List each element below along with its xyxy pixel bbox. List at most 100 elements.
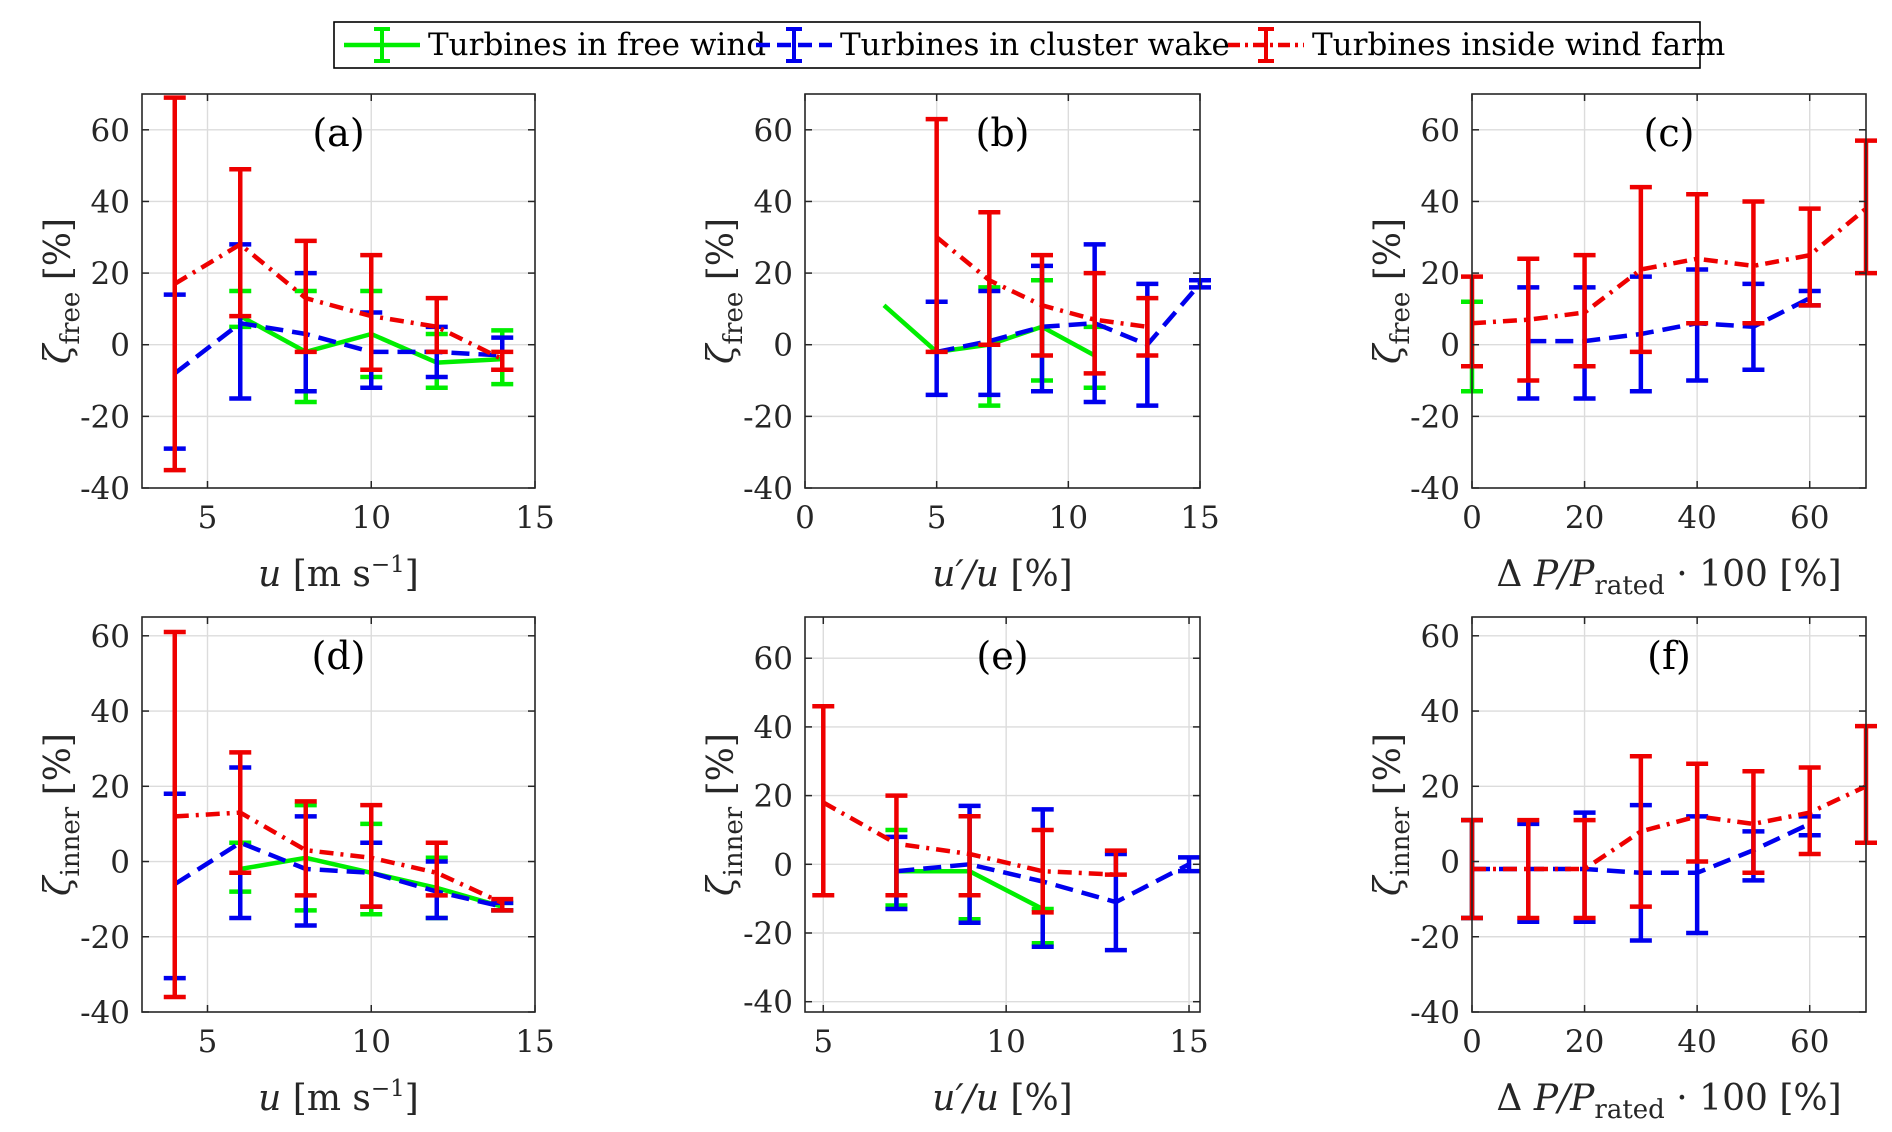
x-tick-label: 10: [986, 1024, 1025, 1060]
legend-entry: Turbines in cluster wake: [756, 27, 1230, 63]
series-line: [1528, 296, 1811, 344]
y-tick-label: 60: [754, 113, 793, 149]
axes-frame: [1471, 93, 1867, 489]
x-axis-label: u [m s−1]: [258, 1076, 419, 1119]
x-tick-label: 60: [1790, 1024, 1829, 1060]
y-tick-label: -40: [743, 985, 793, 1021]
series-line: [173, 242, 504, 362]
y-tick-label: 20: [754, 779, 793, 815]
x-label-ratio: P/P: [1533, 554, 1595, 595]
series-turbines-inside-wind-farm: [163, 629, 514, 1000]
x-label-subscript: rated: [1594, 1095, 1664, 1125]
legend-entry: Turbines inside wind farm: [1228, 27, 1725, 63]
y-label-unit: [%]: [701, 733, 742, 807]
x-label-symbol: u: [258, 554, 281, 595]
y-tick-label: 60: [91, 619, 130, 655]
legend-label: Turbines in cluster wake: [840, 27, 1230, 63]
y-label-subscript: inner: [719, 806, 749, 876]
y-tick-label: 60: [1421, 619, 1460, 655]
series-line: [173, 320, 503, 376]
y-tick-label: -40: [80, 995, 130, 1031]
x-tick-label: 60: [1790, 500, 1829, 536]
y-tick-label: -40: [80, 471, 130, 507]
y-tick-label: 0: [1440, 845, 1460, 881]
x-tick-label: 5: [927, 500, 947, 536]
series-line: [1472, 784, 1867, 872]
y-label-unit: [%]: [1368, 733, 1409, 807]
series-line: [174, 810, 504, 905]
x-tick-label: 5: [198, 1024, 218, 1060]
panel-label: (a): [312, 111, 364, 155]
y-label-unit: [%]: [38, 733, 79, 807]
x-tick-label: 15: [515, 500, 554, 536]
x-label-bracket: ]: [405, 554, 419, 595]
y-tick-label: 60: [1421, 113, 1460, 149]
y-label-symbol: ζ: [38, 874, 79, 896]
plot-area: [805, 94, 1200, 488]
x-axis-label: u′/u [%]: [932, 554, 1072, 595]
y-tick-label: 40: [1421, 694, 1460, 730]
x-tick-label: 10: [352, 1024, 391, 1060]
y-label-unit: [%]: [1368, 218, 1409, 292]
panel-label: (d): [312, 634, 366, 678]
y-tick-label: 20: [1421, 769, 1460, 805]
x-label-subscript: rated: [1594, 571, 1664, 601]
y-label-subscript: inner: [56, 806, 86, 876]
panel-f: 0 20 40 60 -40 -20 0 20 40 60 (f) ζinner [%] Δ P/Pra…: [1368, 616, 1877, 1125]
y-axis-label: ζfree [%]: [701, 218, 749, 364]
y-label-symbol: ζ: [1368, 342, 1409, 364]
y-tick-label: -40: [743, 471, 793, 507]
y-label-subscript: free: [1386, 292, 1416, 345]
x-label-unit: [%]: [999, 554, 1073, 595]
legend: Turbines in free wind Turbines in cluster…: [333, 21, 1725, 69]
y-tick-label: -40: [1410, 995, 1460, 1031]
axes-frame: [1471, 616, 1867, 1013]
panel-a: 5 10 15 -40 -20 0 20 40 60 (a) ζfree [%] u [m s−1]: [38, 93, 555, 595]
y-label-symbol: ζ: [701, 342, 742, 364]
x-label-superscript: −1: [371, 552, 405, 578]
y-label-symbol: ζ: [1368, 874, 1409, 896]
x-tick-label: 5: [813, 1024, 833, 1060]
x-label-ratio: P/P: [1533, 1078, 1595, 1119]
axes-frame: [141, 93, 536, 489]
y-label-symbol: ζ: [38, 342, 79, 364]
x-label-bracket: ]: [405, 1078, 419, 1119]
y-axis-label: ζinner [%]: [701, 733, 749, 896]
series-turbines-inside-wind-farm: [925, 116, 1159, 376]
panel-c: 0 20 40 60 -40 -20 0 20 40 60 (c) ζfree [%] Δ P/Prat…: [1368, 93, 1877, 601]
x-axis-label: u [m s−1]: [258, 552, 419, 595]
x-label-unit: · 100 [%]: [1665, 1078, 1842, 1119]
x-label-ratio: u′/u: [932, 554, 999, 595]
y-axis-label: ζfree [%]: [1368, 218, 1416, 364]
panel-label: (e): [976, 634, 1028, 678]
x-tick-label: 20: [1565, 500, 1604, 536]
y-tick-label: -20: [80, 920, 130, 956]
x-tick-label: 15: [1169, 1024, 1208, 1060]
y-axis-label: ζinner [%]: [1368, 733, 1416, 896]
x-axis-label: Δ P/Prated · 100 [%]: [1496, 554, 1841, 601]
y-axis-label: ζfree [%]: [38, 218, 86, 364]
y-tick-label: -20: [743, 916, 793, 952]
y-tick-label: 20: [91, 256, 130, 292]
y-tick-label: -40: [1410, 471, 1460, 507]
x-label-delta: Δ: [1496, 554, 1533, 595]
series-line: [173, 840, 503, 909]
x-tick-label: 5: [198, 500, 218, 536]
y-tick-label: 0: [773, 847, 793, 883]
y-tick-label: -20: [80, 399, 130, 435]
y-tick-label: 40: [754, 710, 793, 746]
y-label-subscript: free: [56, 292, 86, 345]
y-label-symbol: ζ: [701, 874, 742, 896]
x-label-symbol: u: [258, 1078, 281, 1119]
legend-label: Turbines inside wind farm: [1312, 27, 1725, 63]
y-label-subscript: free: [719, 292, 749, 345]
y-tick-label: 20: [754, 256, 793, 292]
y-tick-label: 40: [754, 184, 793, 220]
y-tick-label: -20: [1410, 920, 1460, 956]
y-tick-label: 0: [110, 845, 130, 881]
x-tick-label: 20: [1565, 1024, 1604, 1060]
panel-label: (b): [976, 111, 1030, 155]
